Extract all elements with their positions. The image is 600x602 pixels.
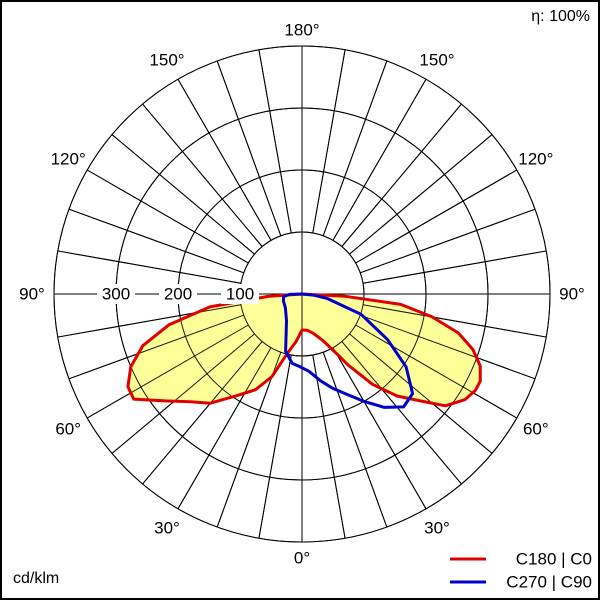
- angle-label: 30°: [154, 518, 180, 537]
- grid-spoke: [68, 208, 244, 274]
- grid-spoke: [312, 354, 346, 539]
- grid-spoke: [177, 78, 272, 241]
- angle-label: 60°: [523, 420, 549, 439]
- grid-spoke: [341, 103, 462, 247]
- legend-label-0: C180 | C0: [516, 550, 592, 569]
- angle-label: 90°: [559, 285, 585, 304]
- grid-spoke: [177, 347, 272, 510]
- angle-label: 30°: [424, 518, 450, 537]
- grid-spoke: [341, 341, 462, 485]
- ring-label-bg: [159, 284, 197, 304]
- angle-label: 90°: [19, 285, 45, 304]
- angle-label: 150°: [419, 51, 454, 70]
- grid-spoke: [142, 341, 263, 485]
- grid-spoke: [322, 352, 388, 528]
- series-line-1: [281, 292, 415, 409]
- grid-spoke: [216, 60, 282, 236]
- ring-label: 300: [102, 285, 130, 304]
- grid-spoke: [355, 324, 518, 419]
- grid-spoke: [86, 324, 249, 419]
- ring-label-bg: [221, 284, 259, 304]
- grid-spoke: [322, 60, 388, 236]
- grid-spoke: [142, 103, 263, 247]
- ring-label: 200: [164, 285, 192, 304]
- grid-spoke: [111, 333, 255, 454]
- angle-label: 150°: [149, 51, 184, 70]
- grid-spoke: [312, 49, 346, 234]
- grid-spoke: [68, 314, 244, 380]
- legend: C180 | C0 C270 | C90: [450, 550, 592, 592]
- angle-label: 120°: [51, 150, 86, 169]
- angle-label: 180°: [284, 21, 319, 40]
- grid-spoke: [349, 134, 493, 255]
- grid-spoke: [362, 250, 547, 284]
- grid-spoke: [360, 208, 536, 274]
- grid-spoke: [349, 333, 493, 454]
- efficiency-label: η: 100%: [531, 8, 590, 25]
- legend-label-1: C270 | C90: [506, 573, 592, 592]
- grid-spoke: [216, 352, 282, 528]
- label-layer: 180° 150° 150° 120° 120° 90° 90° 60° 60° 30° 30° 0°…: [19, 21, 585, 568]
- grid-spoke: [332, 347, 427, 510]
- unit-label: cd/klm: [13, 570, 60, 587]
- angle-label: 0°: [294, 549, 310, 568]
- grid-spoke: [57, 304, 242, 338]
- ring-label: 100: [226, 285, 254, 304]
- grid-spoke: [57, 250, 242, 284]
- grid-spoke: [355, 169, 518, 264]
- grid-spoke: [258, 354, 292, 539]
- angle-label: 60°: [55, 420, 81, 439]
- ring-label-bg: [97, 284, 135, 304]
- grid-spoke: [360, 314, 536, 380]
- grid-spoke: [332, 78, 427, 241]
- angle-label: 120°: [518, 150, 553, 169]
- series-line-0: [126, 292, 482, 408]
- grid-spoke: [111, 134, 255, 255]
- grid-spoke: [86, 169, 249, 264]
- grid-spoke: [362, 304, 547, 338]
- series-fill-0: [127, 294, 481, 406]
- grid-spoke: [258, 49, 292, 234]
